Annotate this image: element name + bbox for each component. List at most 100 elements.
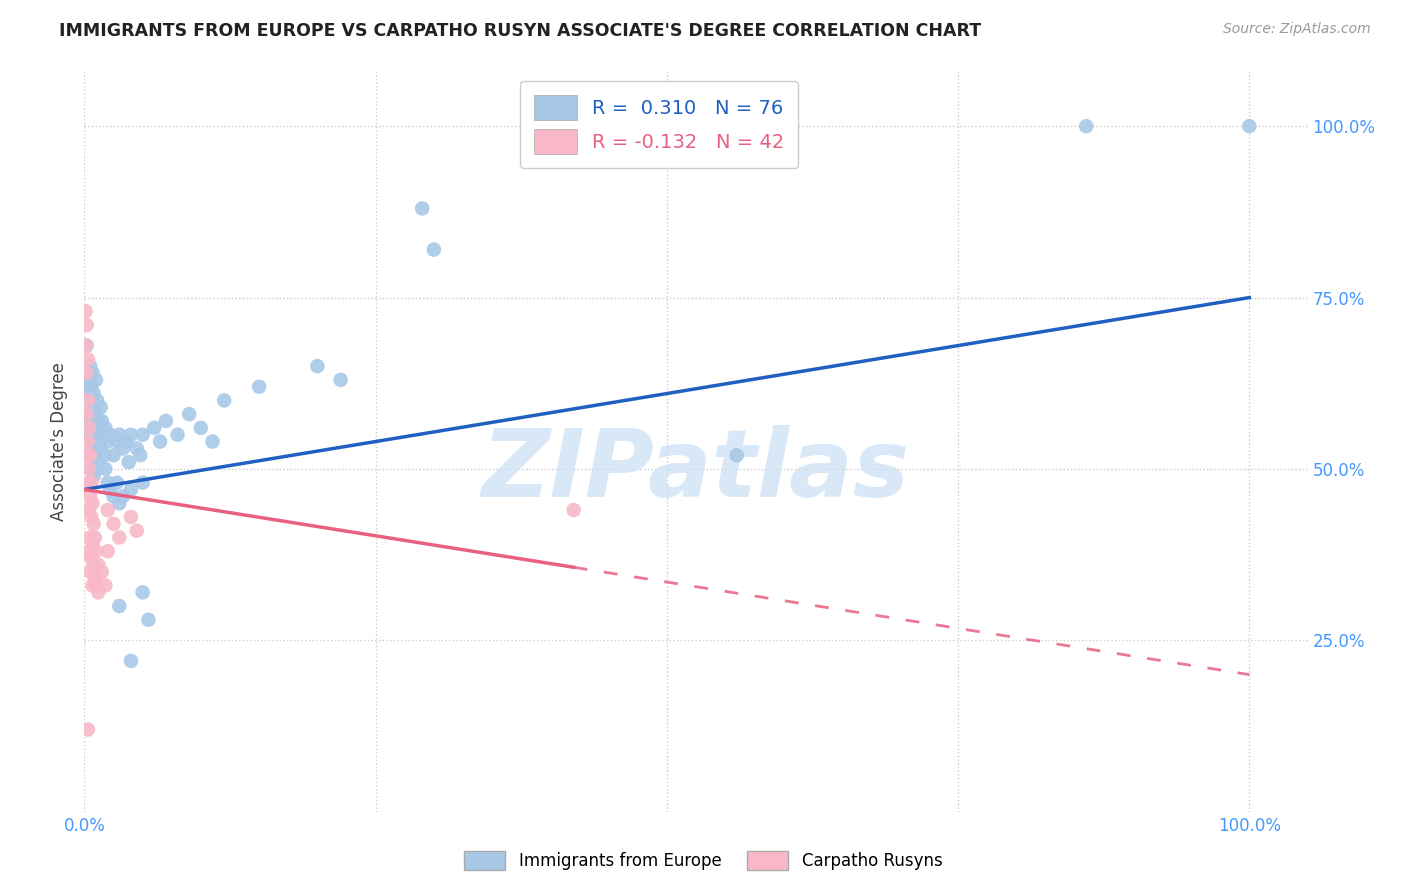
Point bbox=[562, 503, 585, 517]
Point bbox=[76, 373, 98, 387]
Point bbox=[1076, 119, 1098, 133]
Point bbox=[129, 448, 152, 462]
Point bbox=[89, 427, 111, 442]
Point bbox=[411, 202, 433, 216]
Point bbox=[80, 475, 103, 490]
Point bbox=[93, 448, 115, 462]
Point bbox=[86, 434, 108, 449]
Point bbox=[179, 407, 201, 421]
Point bbox=[97, 475, 120, 490]
Point bbox=[108, 496, 131, 510]
Legend: R =  0.310   N = 76, R = -0.132   N = 42: R = 0.310 N = 76, R = -0.132 N = 42 bbox=[520, 81, 799, 168]
Point bbox=[84, 373, 107, 387]
Point bbox=[117, 455, 139, 469]
Point bbox=[76, 421, 98, 435]
Point bbox=[307, 359, 329, 373]
Point bbox=[87, 414, 110, 428]
Text: Source: ZipAtlas.com: Source: ZipAtlas.com bbox=[1223, 22, 1371, 37]
Point bbox=[155, 414, 177, 428]
Point bbox=[120, 510, 142, 524]
Point bbox=[98, 427, 121, 442]
Point bbox=[77, 427, 100, 442]
Point bbox=[75, 338, 97, 352]
Point bbox=[77, 544, 100, 558]
Point bbox=[76, 393, 98, 408]
Point bbox=[94, 421, 117, 435]
Point bbox=[76, 393, 98, 408]
Point bbox=[84, 421, 107, 435]
Point bbox=[76, 475, 98, 490]
Text: ZIPatlas: ZIPatlas bbox=[482, 425, 910, 517]
Point bbox=[84, 462, 107, 476]
Point bbox=[125, 442, 148, 456]
Point bbox=[97, 503, 120, 517]
Point bbox=[82, 578, 104, 592]
Point bbox=[103, 489, 125, 503]
Point bbox=[80, 510, 103, 524]
Point bbox=[80, 551, 103, 566]
Point bbox=[97, 434, 120, 449]
Point bbox=[125, 524, 148, 538]
Point bbox=[97, 544, 120, 558]
Point bbox=[91, 427, 114, 442]
Point bbox=[131, 475, 153, 490]
Point bbox=[83, 468, 105, 483]
Point bbox=[79, 448, 101, 462]
Point bbox=[84, 578, 107, 592]
Point bbox=[131, 427, 153, 442]
Point bbox=[83, 572, 105, 586]
Point bbox=[79, 565, 101, 579]
Legend: Immigrants from Europe, Carpatho Rusyns: Immigrants from Europe, Carpatho Rusyns bbox=[457, 844, 949, 877]
Y-axis label: Associate's Degree: Associate's Degree bbox=[51, 362, 69, 521]
Point bbox=[79, 407, 101, 421]
Point bbox=[87, 585, 110, 599]
Point bbox=[103, 448, 125, 462]
Point bbox=[77, 421, 100, 435]
Point bbox=[80, 380, 103, 394]
Point bbox=[90, 401, 112, 415]
Point bbox=[772, 119, 794, 133]
Point bbox=[75, 304, 97, 318]
Point bbox=[98, 483, 121, 497]
Point bbox=[77, 503, 100, 517]
Text: IMMIGRANTS FROM EUROPE VS CARPATHO RUSYN ASSOCIATE'S DEGREE CORRELATION CHART: IMMIGRANTS FROM EUROPE VS CARPATHO RUSYN… bbox=[59, 22, 981, 40]
Point bbox=[76, 318, 98, 332]
Point bbox=[79, 489, 101, 503]
Point bbox=[90, 414, 112, 428]
Point bbox=[143, 421, 166, 435]
Point bbox=[79, 448, 101, 462]
Point bbox=[80, 462, 103, 476]
Point bbox=[83, 448, 105, 462]
Point bbox=[86, 393, 108, 408]
Point bbox=[108, 599, 131, 613]
Point bbox=[77, 462, 100, 476]
Point bbox=[120, 654, 142, 668]
Point bbox=[120, 483, 142, 497]
Point bbox=[83, 531, 105, 545]
Point bbox=[84, 544, 107, 558]
Point bbox=[83, 407, 105, 421]
Point bbox=[247, 380, 270, 394]
Point bbox=[82, 537, 104, 551]
Point bbox=[111, 442, 134, 456]
Point bbox=[90, 565, 112, 579]
Point bbox=[76, 366, 98, 380]
Point bbox=[111, 489, 134, 503]
Point bbox=[329, 373, 352, 387]
Point bbox=[138, 613, 160, 627]
Point bbox=[149, 434, 172, 449]
Point bbox=[80, 414, 103, 428]
Point bbox=[76, 407, 98, 421]
Point bbox=[94, 578, 117, 592]
Point bbox=[105, 475, 128, 490]
Point bbox=[83, 558, 105, 572]
Point bbox=[423, 243, 446, 257]
Point bbox=[1239, 119, 1261, 133]
Point bbox=[87, 558, 110, 572]
Point bbox=[82, 442, 104, 456]
Point bbox=[76, 352, 98, 367]
Point bbox=[115, 434, 138, 449]
Point bbox=[79, 359, 101, 373]
Point bbox=[75, 380, 97, 394]
Point bbox=[108, 531, 131, 545]
